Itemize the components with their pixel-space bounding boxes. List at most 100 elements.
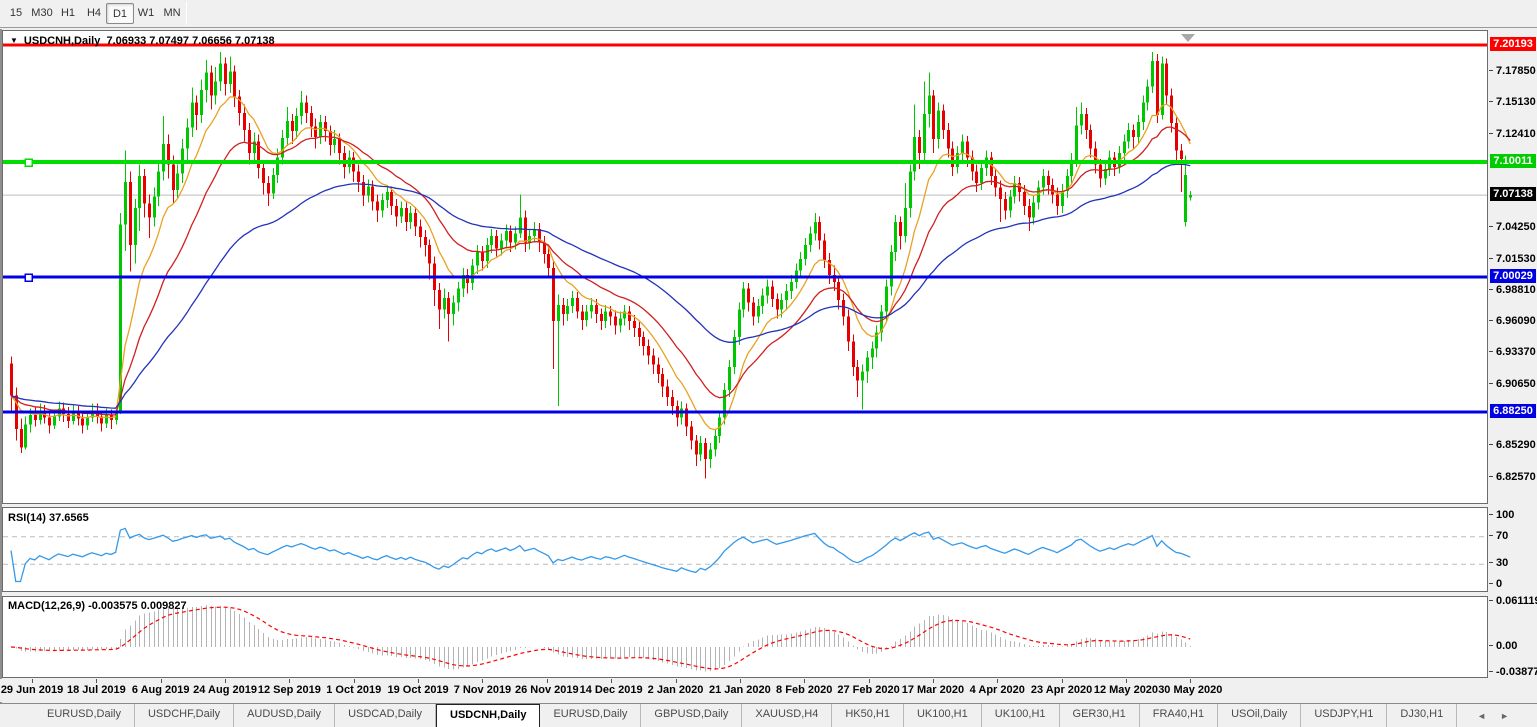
candle-body <box>871 348 874 358</box>
candle-body <box>1180 150 1183 159</box>
tab-dj30-h1[interactable]: DJ30,H1 <box>1387 704 1458 727</box>
candle-body <box>1165 63 1168 96</box>
timeframe-button-h4[interactable]: H4 <box>86 7 102 19</box>
tab-ger30-h1[interactable]: GER30,H1 <box>1060 704 1140 727</box>
macd-current-values: -0.003575 0.009827 <box>88 600 187 612</box>
date-label: 26 Nov 2019 <box>514 684 579 696</box>
candle-body <box>476 251 479 266</box>
tick-mark <box>1489 645 1493 646</box>
tab-usdcnh-daily[interactable]: USDCNH,Daily <box>436 704 541 727</box>
rsi-pane[interactable] <box>2 507 1488 592</box>
tab-fra40-h1[interactable]: FRA40,H1 <box>1140 704 1219 727</box>
candle-body <box>257 141 260 168</box>
candle-body <box>281 138 284 158</box>
candle-body <box>81 418 84 426</box>
price-badge: 7.20193 <box>1490 37 1536 51</box>
date-label: 14 Dec 2019 <box>579 684 643 696</box>
timeframe-toolbar: 15 M30 H1 H4 D1 W1 MN <box>0 0 1537 28</box>
candle-body <box>576 297 579 312</box>
candle-body <box>1104 169 1107 179</box>
date-tick <box>32 679 33 683</box>
tab-gbpusd-daily[interactable]: GBPUSD,Daily <box>641 704 743 727</box>
macd-pane[interactable] <box>2 596 1488 678</box>
tab-uk100-h1[interactable]: UK100,H1 <box>982 704 1060 727</box>
candle-body <box>376 201 379 211</box>
price-scale[interactable]: 7.17850 7.15130 7.12410 7.04250 7.01530 6.988… <box>1489 0 1537 679</box>
candle-body <box>124 181 127 225</box>
candle-body <box>205 72 208 90</box>
candle-body <box>861 371 864 381</box>
tab-usdcad-daily[interactable]: USDCAD,Daily <box>335 704 437 727</box>
tabs-scroll-left-icon[interactable]: ◄ <box>1477 710 1487 721</box>
candle-body <box>115 412 118 420</box>
date-tick <box>1126 679 1127 683</box>
timeframe-button-w1[interactable]: W1 <box>137 7 155 19</box>
macd-scale-label: 0.061119 <box>1489 594 1537 608</box>
tick-mark <box>1489 534 1493 536</box>
candle-body <box>856 366 859 381</box>
candle-body <box>723 389 726 418</box>
timeframe-button-15[interactable]: 15 <box>9 7 23 19</box>
candle-body <box>619 318 622 326</box>
chart-dropdown-icon[interactable]: ▼ <box>10 36 18 45</box>
candle-body <box>447 297 450 315</box>
timeframe-button-d1[interactable]: D1 <box>106 3 134 24</box>
candle-body <box>947 130 950 149</box>
hline-anchor[interactable] <box>24 273 33 282</box>
tab-audusd-daily[interactable]: AUDUSD,Daily <box>234 704 336 727</box>
candle-body <box>29 415 32 425</box>
candle-body <box>538 228 541 243</box>
date-label: 12 May 2020 <box>1093 684 1159 696</box>
date-label: 17 Mar 2020 <box>901 684 965 696</box>
candle-body <box>980 167 983 183</box>
candle-body <box>276 157 279 175</box>
candles-layer <box>10 51 1192 479</box>
candle-body <box>291 120 294 132</box>
hline-anchor[interactable] <box>24 158 33 167</box>
candle-body <box>652 355 655 365</box>
date-label: 8 Feb 2020 <box>776 684 833 696</box>
candle-body <box>1123 141 1126 154</box>
candle-body <box>524 217 527 243</box>
macd-histogram <box>16 605 1191 672</box>
main-chart-pane[interactable] <box>2 30 1488 504</box>
price-tick: 7.17850 <box>1489 64 1536 78</box>
candle-body <box>486 245 489 262</box>
candle-body <box>1032 202 1035 218</box>
timeframe-button-m30[interactable]: M30 <box>31 7 53 19</box>
candle-body <box>119 224 122 411</box>
candle-body <box>1023 192 1026 206</box>
price-tick: 6.93370 <box>1489 345 1536 359</box>
candle-body <box>600 314 603 321</box>
horizontal-lines-layer[interactable] <box>3 43 1487 414</box>
candle-body <box>1028 205 1031 218</box>
candle-body <box>614 316 617 326</box>
timeframe-button-h1[interactable]: H1 <box>60 7 76 19</box>
date-tick <box>96 679 97 683</box>
tabs-scroll-right-icon[interactable]: ► <box>1500 710 1509 721</box>
date-tick <box>547 679 548 683</box>
price-tick: 7.15130 <box>1489 95 1536 109</box>
tab-usoil-daily[interactable]: USOil,Daily <box>1218 704 1302 727</box>
candle-body <box>1146 86 1149 103</box>
tab-uk100-h1[interactable]: UK100,H1 <box>904 704 982 727</box>
candle-body <box>214 81 217 96</box>
tab-eurusd-daily[interactable]: EURUSD,Daily <box>540 704 642 727</box>
tab-usdjpy-h1[interactable]: USDJPY,H1 <box>1301 704 1388 727</box>
tick-mark <box>1489 132 1493 134</box>
timeframe-button-mn[interactable]: MN <box>163 7 181 19</box>
macd-plot[interactable] <box>3 597 1487 677</box>
candle-body <box>53 416 56 426</box>
tab-hk50-h1[interactable]: HK50,H1 <box>832 704 904 727</box>
tab-eurusd-daily[interactable]: EURUSD,Daily <box>34 704 135 727</box>
candle-body <box>1056 194 1059 206</box>
date-tick <box>676 679 677 683</box>
candlestick-plot[interactable] <box>3 31 1487 503</box>
candle-body <box>975 171 978 183</box>
date-axis[interactable]: 29 Jun 2019 18 Jul 2019 6 Aug 2019 24 Aug 2… <box>0 679 1537 702</box>
chart-shift-marker-icon[interactable] <box>1181 34 1195 42</box>
rsi-plot[interactable] <box>3 508 1487 591</box>
tab-xauusd-h4[interactable]: XAUUSD,H4 <box>742 704 833 727</box>
tab-usdchf-daily[interactable]: USDCHF,Daily <box>135 704 235 727</box>
candle-body <box>314 126 317 137</box>
